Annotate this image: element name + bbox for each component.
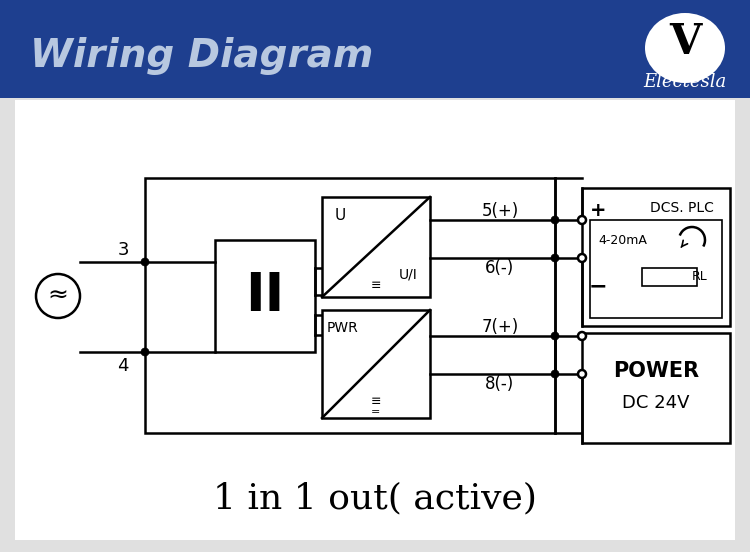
Text: 8(-): 8(-)	[485, 375, 514, 393]
Circle shape	[551, 254, 559, 262]
Bar	[582, 188, 730, 326]
Bar	[582, 333, 730, 443]
Circle shape	[578, 370, 586, 378]
Bar	[145, 178, 555, 433]
Text: V: V	[669, 21, 701, 63]
Text: ≈: ≈	[47, 284, 68, 308]
Circle shape	[36, 274, 80, 318]
Bar	[15, 100, 735, 540]
Circle shape	[141, 348, 149, 356]
Circle shape	[551, 216, 559, 224]
Text: −: −	[589, 276, 608, 296]
Bar	[0, 0, 750, 98]
Text: U/I: U/I	[399, 268, 417, 282]
Bar	[215, 240, 315, 352]
Text: Electesla: Electesla	[644, 73, 727, 91]
Bar	[642, 268, 697, 286]
Text: 5(+): 5(+)	[482, 202, 519, 220]
Text: 4-20mA: 4-20mA	[598, 233, 646, 247]
Circle shape	[551, 332, 559, 340]
Text: 3: 3	[117, 241, 129, 259]
Circle shape	[578, 216, 586, 224]
Text: ≡: ≡	[370, 279, 381, 291]
Text: POWER: POWER	[613, 361, 699, 381]
Text: 1 in 1 out( active): 1 in 1 out( active)	[213, 481, 537, 515]
Circle shape	[141, 258, 149, 266]
Text: II: II	[245, 270, 285, 322]
Text: PWR: PWR	[326, 321, 358, 335]
Ellipse shape	[645, 13, 725, 83]
Text: U: U	[334, 208, 346, 222]
Text: ≡: ≡	[370, 395, 381, 408]
Text: DC 24V: DC 24V	[622, 394, 690, 412]
Text: 6(-): 6(-)	[485, 259, 514, 277]
Text: 7(+): 7(+)	[482, 318, 519, 336]
Bar	[590, 220, 722, 318]
Text: +: +	[590, 200, 606, 220]
Circle shape	[551, 370, 559, 378]
Bar	[322, 310, 430, 418]
Circle shape	[578, 254, 586, 262]
Bar	[322, 197, 430, 297]
Text: Wiring Diagram: Wiring Diagram	[30, 37, 374, 75]
Circle shape	[578, 332, 586, 340]
Text: DCS. PLC: DCS. PLC	[650, 201, 714, 215]
Text: 4: 4	[117, 357, 129, 375]
Text: =: =	[371, 407, 381, 417]
Text: RL: RL	[692, 270, 708, 284]
